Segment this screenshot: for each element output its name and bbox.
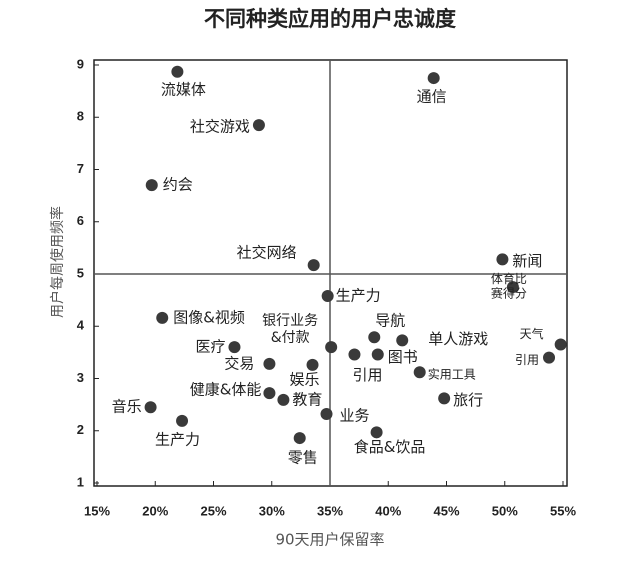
point-label: 生产力 [336, 286, 381, 304]
point [496, 253, 509, 266]
point-label: 图像&视频 [173, 308, 245, 326]
point-label: 引用 [515, 353, 539, 367]
y-tick-label: 1 [77, 474, 84, 489]
point-label: 引用 [352, 366, 382, 384]
point [368, 331, 381, 344]
point [171, 65, 184, 78]
point-label: 体育比赛得分 [491, 271, 527, 300]
point-label: 食品&饮品 [354, 438, 426, 456]
point-label: 旅行 [453, 391, 483, 409]
point-label: 零售 [288, 449, 318, 467]
x-tick-label: 50% [492, 503, 518, 518]
point-label: 银行业务&付款 [262, 313, 318, 346]
point-label: 实用工具 [428, 367, 476, 382]
point [396, 334, 409, 347]
point-label: 约会 [163, 176, 193, 194]
point [263, 357, 276, 370]
point [263, 387, 276, 400]
point-label: 导航 [375, 312, 405, 330]
point-label: 单人游戏 [428, 330, 488, 348]
point [228, 341, 241, 354]
point-label: 教育 [292, 390, 322, 408]
point [506, 281, 519, 294]
chart-title: 不同种类应用的用户忠诚度 [204, 7, 456, 31]
point-label: 交易 [224, 354, 254, 372]
y-tick-label: 6 [77, 213, 84, 228]
point-label: 社交游戏 [190, 118, 250, 136]
y-tick-label: 5 [77, 265, 84, 280]
point [145, 179, 158, 192]
point-label: 业务 [340, 407, 370, 425]
point-label: 新闻 [512, 252, 542, 270]
point [554, 338, 567, 351]
point [438, 392, 451, 405]
point [293, 432, 306, 445]
y-tick-label: 9 [77, 56, 84, 71]
point [543, 351, 556, 364]
point [427, 72, 440, 85]
y-axis-title: 用户每周使用频率 [49, 206, 66, 318]
point [320, 408, 333, 421]
point-label: 健康&体能 [190, 381, 262, 399]
point [176, 414, 189, 427]
y-tick-label: 4 [77, 318, 85, 333]
point-label: 图书 [388, 348, 418, 366]
x-tick-label: 45% [433, 503, 459, 518]
point-label: 娱乐 [290, 370, 320, 388]
x-tick-label: 35% [317, 503, 343, 518]
x-tick-label: 55% [550, 503, 576, 518]
point [321, 289, 334, 302]
x-axis-title: 90天用户保留率 [275, 531, 384, 549]
point-label: 通信 [417, 88, 447, 106]
point [252, 119, 265, 132]
y-tick-label: 7 [77, 161, 84, 176]
point [277, 393, 290, 406]
point [370, 426, 383, 439]
x-tick-label: 40% [375, 503, 401, 518]
x-tick-label: 15% [84, 503, 110, 518]
point [348, 348, 361, 361]
y-tick-label: 8 [77, 109, 84, 124]
x-tick-label: 20% [142, 503, 168, 518]
point-label: 音乐 [112, 398, 142, 416]
point-label: 社交网络 [237, 244, 297, 262]
point-label: 医疗 [195, 338, 225, 356]
point-label: 生产力 [155, 430, 200, 448]
point [413, 366, 426, 379]
point [144, 401, 157, 414]
x-tick-label: 25% [200, 503, 226, 518]
point [325, 341, 338, 354]
point-label: 流媒体 [161, 80, 206, 98]
point [306, 358, 319, 371]
point [156, 311, 169, 324]
point-label: 天气 [520, 326, 544, 341]
point [307, 259, 320, 272]
point [371, 348, 384, 361]
y-tick-label: 3 [77, 370, 84, 385]
x-tick-label: 30% [259, 503, 285, 518]
y-tick-label: 2 [77, 422, 84, 437]
